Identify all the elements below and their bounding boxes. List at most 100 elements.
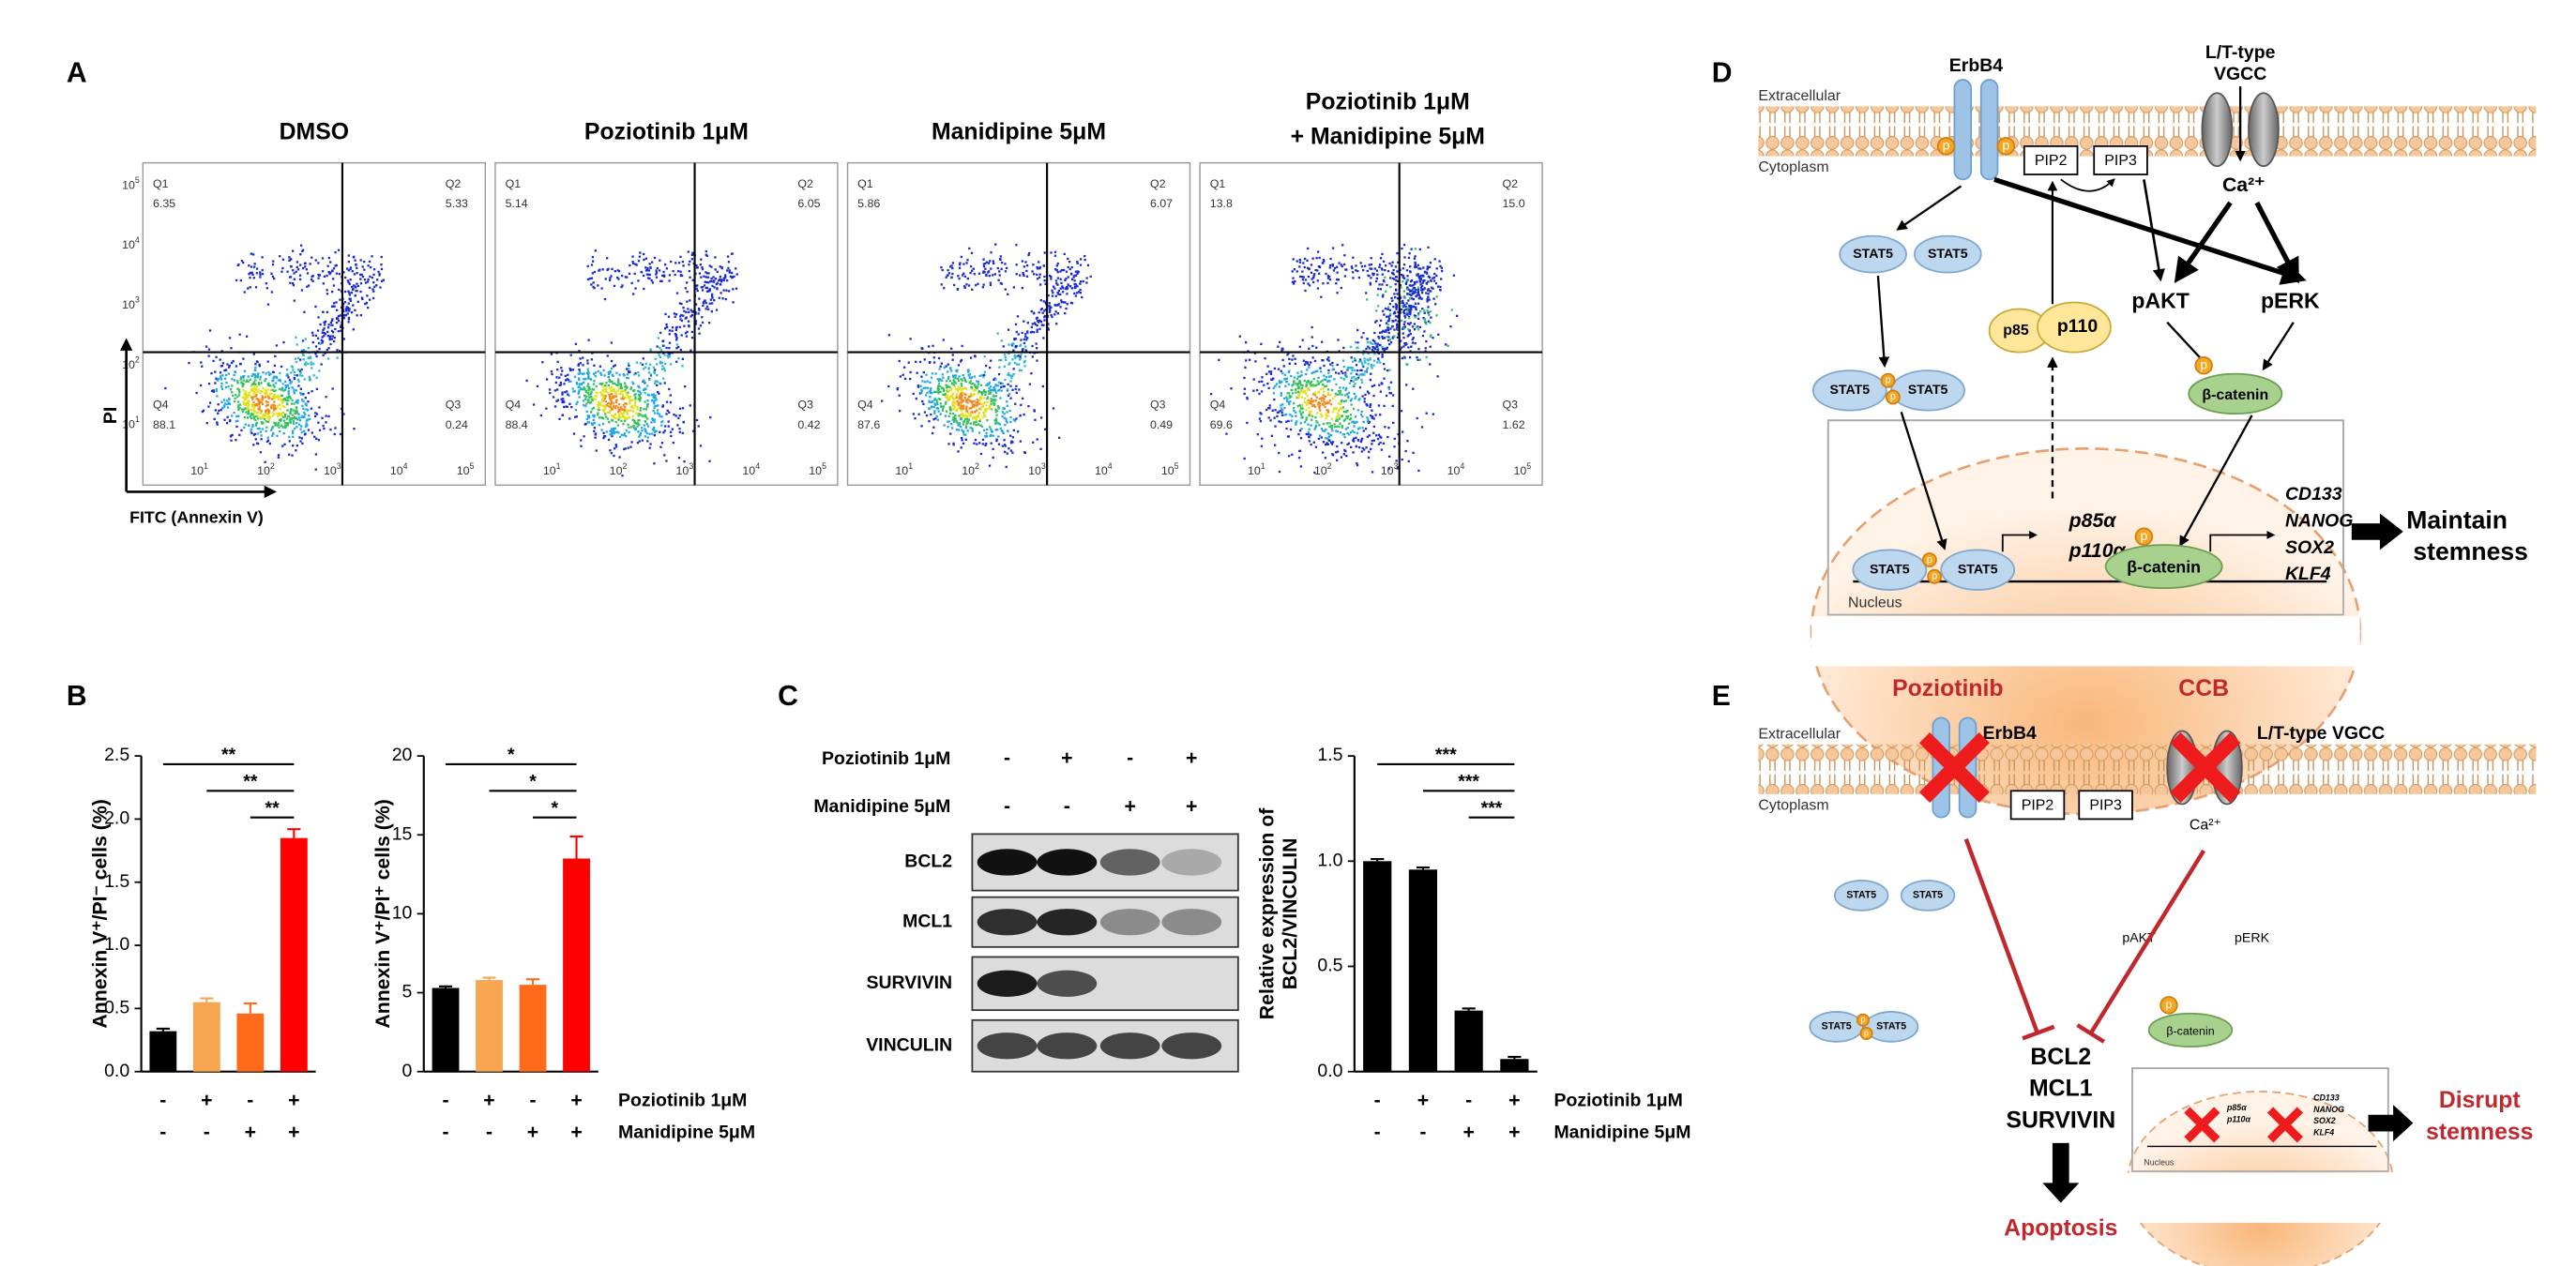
- event-dot: [1314, 268, 1317, 272]
- event-dot: [1348, 382, 1352, 384]
- event-dot: [923, 411, 927, 414]
- event-dot: [1428, 298, 1431, 301]
- event-dot: [654, 357, 657, 360]
- event-dot: [288, 435, 291, 439]
- event-dot: [1038, 327, 1041, 330]
- event-dot: [983, 397, 986, 399]
- event-dot: [254, 418, 257, 422]
- x-tick-label: 103: [324, 461, 341, 477]
- y-axis-label: Annexin V⁺/PI⁻ cells (%): [89, 799, 112, 1028]
- event-dot: [1308, 284, 1311, 287]
- event-dot: [1432, 413, 1434, 415]
- event-dot: [973, 442, 976, 445]
- event-dot: [1047, 323, 1050, 325]
- event-dot: [1290, 374, 1293, 378]
- event-dot: [982, 271, 985, 274]
- event-dot: [969, 271, 972, 275]
- event-dot: [248, 391, 250, 394]
- event-dot: [242, 357, 245, 360]
- event-dot: [315, 437, 318, 440]
- event-dot: [1302, 281, 1305, 285]
- event-dot: [1382, 337, 1385, 339]
- event-dot: [607, 402, 610, 405]
- event-dot: [940, 362, 944, 365]
- event-dot: [620, 419, 623, 423]
- event-dot: [575, 382, 579, 384]
- event-dot: [646, 277, 650, 279]
- event-dot: [957, 450, 960, 453]
- event-dot: [584, 377, 587, 381]
- event-dot: [644, 400, 646, 403]
- event-dot: [324, 352, 326, 354]
- event-dot: [292, 269, 295, 272]
- event-dot: [1316, 380, 1319, 383]
- event-dot: [307, 409, 310, 412]
- event-dot: [592, 281, 595, 284]
- event-dot: [614, 400, 618, 404]
- event-dot: [1295, 383, 1297, 385]
- event-dot: [677, 262, 681, 264]
- event-dot: [1076, 262, 1079, 264]
- event-dot: [993, 403, 996, 406]
- event-dot: [1420, 426, 1424, 429]
- event-dot: [1351, 266, 1354, 270]
- event-dot: [301, 414, 304, 418]
- event-dot: [1301, 411, 1305, 414]
- event-dot: [1286, 398, 1289, 400]
- event-dot: [607, 375, 611, 379]
- event-dot: [245, 411, 248, 414]
- event-dot: [1409, 279, 1413, 283]
- event-dot: [1417, 313, 1420, 316]
- event-dot: [356, 282, 358, 285]
- event-dot: [977, 390, 980, 394]
- event-dot: [273, 375, 276, 378]
- tick-base: 10: [1161, 464, 1174, 477]
- event-dot: [666, 354, 669, 357]
- event-dot: [1314, 445, 1318, 448]
- event-dot: [255, 384, 259, 388]
- event-dot: [610, 430, 614, 433]
- event-dot: [691, 309, 694, 313]
- tick-exponent: 4: [135, 235, 140, 245]
- event-dot: [308, 375, 311, 379]
- event-dot: [1309, 410, 1311, 413]
- event-dot: [582, 399, 585, 402]
- event-dot: [962, 415, 964, 418]
- event-dot: [690, 258, 694, 261]
- event-dot: [302, 354, 305, 357]
- event-dot: [653, 462, 656, 465]
- event-dot: [667, 315, 671, 318]
- event-dot: [292, 445, 295, 447]
- event-dot: [694, 323, 697, 325]
- tick-exponent: 4: [403, 461, 408, 471]
- node-label: PIP2: [2035, 153, 2068, 169]
- event-dot: [579, 372, 582, 375]
- node-label: p110: [2057, 316, 2098, 337]
- event-dot: [1346, 367, 1350, 369]
- event-dot: [1324, 457, 1327, 460]
- event-dot: [1408, 310, 1411, 313]
- event-dot: [912, 392, 915, 396]
- event-dot: [963, 396, 966, 399]
- event-dot: [1428, 313, 1431, 317]
- event-dot: [247, 375, 250, 378]
- event-dot: [1381, 283, 1384, 286]
- event-dot: [1303, 257, 1307, 261]
- bar: [192, 1002, 220, 1072]
- event-dot: [291, 366, 295, 369]
- event-dot: [1388, 302, 1391, 306]
- event-dot: [1341, 406, 1345, 409]
- event-dot: [336, 349, 339, 352]
- event-dot: [1308, 366, 1311, 369]
- event-dot: [612, 387, 614, 390]
- event-dot: [322, 328, 325, 332]
- event-dot: [968, 373, 972, 376]
- quadrant-name: Q2: [1503, 177, 1519, 190]
- event-dot: [298, 278, 302, 281]
- event-dot: [933, 410, 936, 413]
- event-dot: [929, 381, 932, 384]
- event-dot: [583, 386, 585, 389]
- event-dot: [1367, 345, 1370, 348]
- event-dot: [1035, 317, 1038, 320]
- event-dot: [1007, 373, 1009, 376]
